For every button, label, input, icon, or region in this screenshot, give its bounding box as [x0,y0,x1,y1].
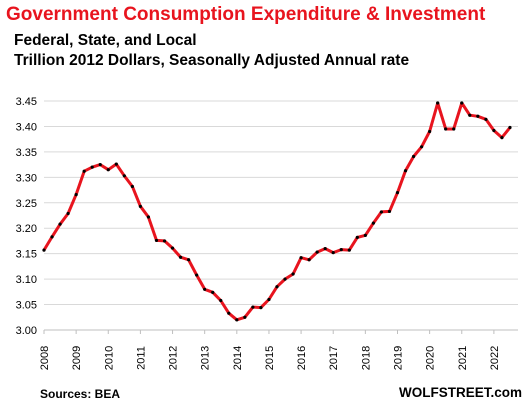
x-tick-label: 2022 [489,346,501,370]
data-point [66,211,70,216]
data-point [114,162,118,166]
x-tick-label: 2014 [232,346,244,370]
data-point [211,290,215,294]
data-point [243,315,247,319]
data-point [130,184,134,189]
y-tick-label: 3.45 [16,96,37,108]
data-point [162,239,167,243]
data-point [275,285,279,289]
data-point [460,101,464,105]
data-point [500,136,504,140]
data-point [267,297,271,302]
x-tick-label: 2017 [328,346,340,370]
y-tick-label: 3.15 [16,249,37,261]
chart-subtitle-scope: Federal, State, and Local [14,32,197,49]
y-tick-label: 3.10 [16,274,37,286]
brand-label: WOLFSTREET.com [399,385,523,400]
data-point [195,273,199,277]
data-point [307,258,311,262]
x-axis: 2008 2009 2010 2011 2012 2013 2014 2015 2016 2017… [39,329,518,370]
data-point [82,169,86,173]
data-point [219,298,223,303]
data-point [452,127,456,131]
data-point [411,154,416,159]
data-point [323,246,327,251]
y-tick-label: 3.25 [16,198,37,210]
data-point [428,129,432,134]
data-point [58,222,62,226]
data-points [42,101,512,322]
data-point [403,169,408,173]
data-point [371,221,375,225]
data-point [178,255,183,259]
data-point [331,251,335,255]
chart-title: Government Consumption Expenditure & Inv… [6,4,486,25]
x-tick-label: 2016 [296,346,308,370]
data-point [170,246,175,250]
data-point [436,101,440,105]
y-axis: 3.00 3.05 3.10 3.15 3.20 3.25 3.30 3.35 3.40 3.45 [16,96,37,337]
data-point [259,306,263,310]
chart-subtitle-units: Trillion 2012 Dollars, Seasonally Adjust… [14,52,410,69]
y-tick-label: 3.20 [16,223,37,235]
data-point [508,125,512,130]
data-point [387,209,392,214]
data-point [251,305,255,309]
data-point [492,128,496,133]
x-tick-label: 2009 [71,346,83,370]
x-tick-label: 2020 [425,346,437,370]
data-point [227,311,231,315]
data-point [476,114,480,118]
data-point [138,204,143,208]
x-tick-label: 2019 [392,346,404,370]
x-tick-label: 2012 [168,346,180,370]
data-point [90,165,94,169]
data-point [98,163,102,167]
data-point [235,318,239,322]
source-note: Sources: BEA [40,387,121,401]
data-point [315,250,319,254]
data-point [106,168,110,172]
y-tick-label: 3.35 [16,147,37,159]
data-point [444,127,448,131]
data-point [50,235,54,239]
data-point [395,191,400,195]
gridlines [44,100,518,331]
x-tick-label: 2008 [39,346,51,370]
data-point [122,174,126,178]
data-point [299,256,303,260]
data-point [291,272,295,276]
data-point [484,117,488,121]
data-point [187,258,191,262]
y-tick-label: 3.30 [16,172,37,184]
x-tick-label: 2015 [264,346,276,370]
data-point [339,247,343,252]
data-point [283,277,287,281]
data-point [379,210,384,214]
data-point [355,235,359,239]
data-point [468,113,472,117]
x-tick-label: 2013 [200,346,212,370]
y-tick-label: 3.00 [16,325,37,337]
data-point [203,287,207,291]
data-point [146,215,151,219]
x-tick-label: 2010 [103,346,115,370]
x-tick-label: 2018 [360,346,372,370]
y-tick-label: 3.40 [16,121,37,133]
data-point [42,248,46,252]
data-point [74,193,78,197]
x-tick-label: 2011 [135,346,147,370]
data-point [419,145,424,149]
y-tick-label: 3.05 [16,300,37,312]
x-tick-label: 2021 [457,346,469,370]
data-point [347,248,351,252]
data-point [363,233,367,237]
data-point [154,238,159,243]
